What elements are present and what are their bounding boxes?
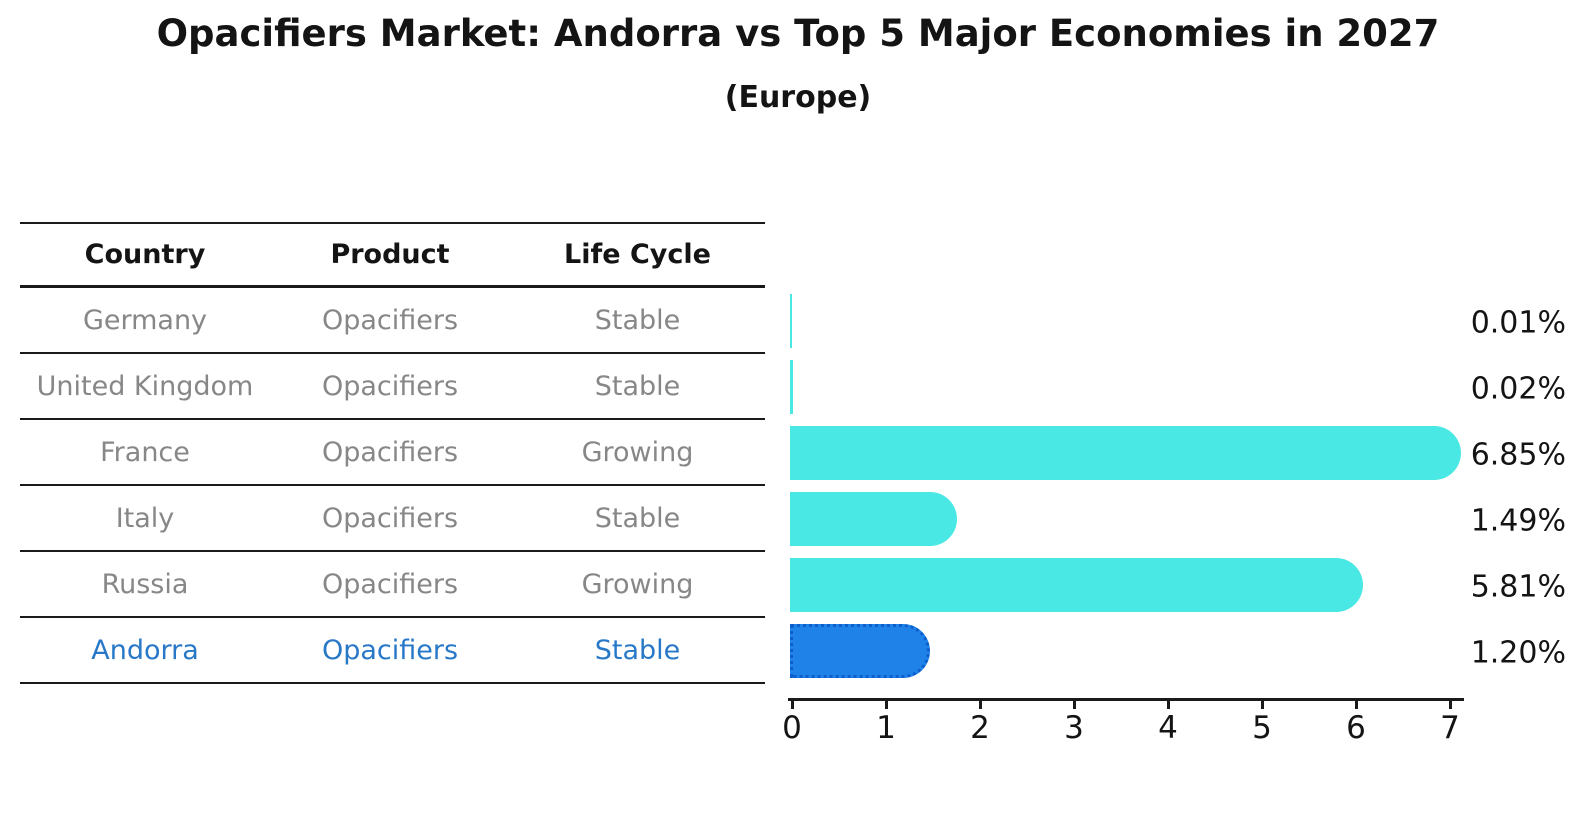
x-axis-tick-label: 1 (876, 710, 896, 746)
cell-product: Opacifiers (321, 568, 459, 600)
bar-france (790, 426, 1461, 480)
value-label: 0.01% (1470, 305, 1566, 341)
cell-life-cycle: Growing (581, 568, 694, 600)
x-axis-tick-label: 4 (1158, 710, 1178, 746)
cell-life-cycle: Stable (594, 634, 681, 666)
x-axis-tick-label: 6 (1346, 710, 1366, 746)
value-label: 6.85% (1470, 437, 1566, 473)
x-axis-tick (1449, 700, 1452, 709)
cell-life-cycle: Stable (594, 502, 681, 534)
bar-russia (790, 558, 1364, 612)
chart-title: Opacifiers Market: Andorra vs Top 5 Majo… (156, 12, 1440, 55)
cell-product: Opacifiers (321, 436, 459, 468)
table-row: France Opacifiers Growing (20, 420, 765, 486)
cell-product: Opacifiers (321, 304, 459, 336)
bar-germany (790, 294, 792, 348)
cell-life-cycle: Stable (594, 370, 681, 402)
cell-life-cycle: Stable (594, 304, 681, 336)
table-row: Russia Opacifiers Growing (20, 552, 765, 618)
chart-subtitle: (Europe) (724, 80, 872, 115)
x-axis-tick-label: 3 (1064, 710, 1084, 746)
value-label: 1.20% (1470, 635, 1566, 671)
column-header-product: Product (330, 239, 450, 270)
table-row: Italy Opacifiers Stable (20, 486, 765, 552)
x-axis-tick (1261, 700, 1264, 709)
x-axis-tick (979, 700, 982, 709)
table-header-row: Country Product Life Cycle (20, 222, 765, 288)
cell-life-cycle: Growing (581, 436, 694, 468)
x-axis-line (788, 698, 1464, 701)
x-axis-tick (885, 700, 888, 709)
x-axis-tick (1167, 700, 1170, 709)
bar-united-kingdom (790, 360, 793, 414)
x-axis-tick (1073, 700, 1076, 709)
cell-country: Russia (101, 568, 189, 600)
x-axis-tick (1355, 700, 1358, 709)
x-axis-tick-label: 7 (1440, 710, 1460, 746)
cell-product: Opacifiers (321, 370, 459, 402)
cell-country: Germany (82, 304, 208, 336)
bar-italy (790, 492, 958, 546)
cell-country: Andorra (91, 634, 199, 666)
column-header-country: Country (84, 239, 206, 270)
cell-product: Opacifiers (321, 634, 459, 666)
value-label: 0.02% (1470, 371, 1566, 407)
cell-country: France (100, 436, 190, 468)
x-axis-tick-label: 0 (782, 710, 802, 746)
x-axis-tick-label: 5 (1252, 710, 1272, 746)
bar-andorra (790, 624, 930, 678)
column-header-life-cycle: Life Cycle (564, 239, 711, 270)
x-axis-tick (791, 700, 794, 709)
table-row: Germany Opacifiers Stable (20, 288, 765, 354)
cell-country: Italy (115, 502, 175, 534)
table-row: Andorra Opacifiers Stable (20, 618, 765, 684)
value-label: 1.49% (1470, 503, 1566, 539)
table-row: United Kingdom Opacifiers Stable (20, 354, 765, 420)
cell-country: United Kingdom (36, 370, 254, 402)
value-label: 5.81% (1470, 569, 1566, 605)
cell-product: Opacifiers (321, 502, 459, 534)
x-axis-tick-label: 2 (970, 710, 990, 746)
